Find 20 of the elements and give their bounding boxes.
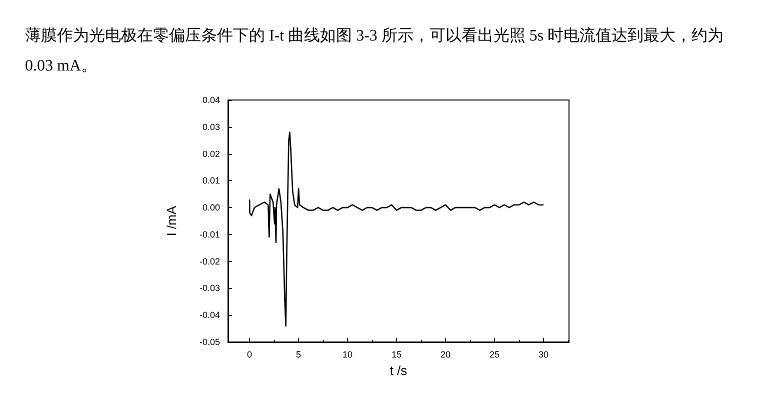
y-tick-label: -0.03 bbox=[199, 283, 220, 294]
x-axis-title: t /s bbox=[390, 363, 408, 378]
x-tick-label: 15 bbox=[392, 350, 402, 360]
y-tick-label: 0.03 bbox=[202, 122, 220, 132]
x-tick-label: 5 bbox=[296, 350, 302, 360]
x-tick-label: 30 bbox=[538, 350, 549, 360]
chart-title: 薄膜作为光电极在零偏压条件下的 I-t 曲线如图 3-3 所示，可以看出光照 5s 时电流值达到最大，约为 0.03 mA。 bbox=[25, 26, 728, 74]
y-tick-label: 0.01 bbox=[202, 176, 220, 186]
y-tick-label: -0.01 bbox=[199, 229, 220, 240]
y-axis-title: I /mA bbox=[164, 206, 179, 236]
x-tick-label: 20 bbox=[440, 350, 451, 360]
x-tick-label: 0 bbox=[247, 350, 252, 360]
y-tick-label: 0.00 bbox=[202, 202, 220, 213]
y-tick-label: -0.05 bbox=[199, 337, 220, 347]
y-tick-label: -0.02 bbox=[199, 256, 220, 266]
y-tick-label: 0.04 bbox=[202, 95, 220, 105]
x-tick-label: 10 bbox=[342, 350, 353, 360]
y-tick-label: 0.02 bbox=[202, 148, 220, 159]
x-tick-label: 25 bbox=[490, 350, 500, 360]
y-tick-label: -0.04 bbox=[199, 310, 220, 320]
